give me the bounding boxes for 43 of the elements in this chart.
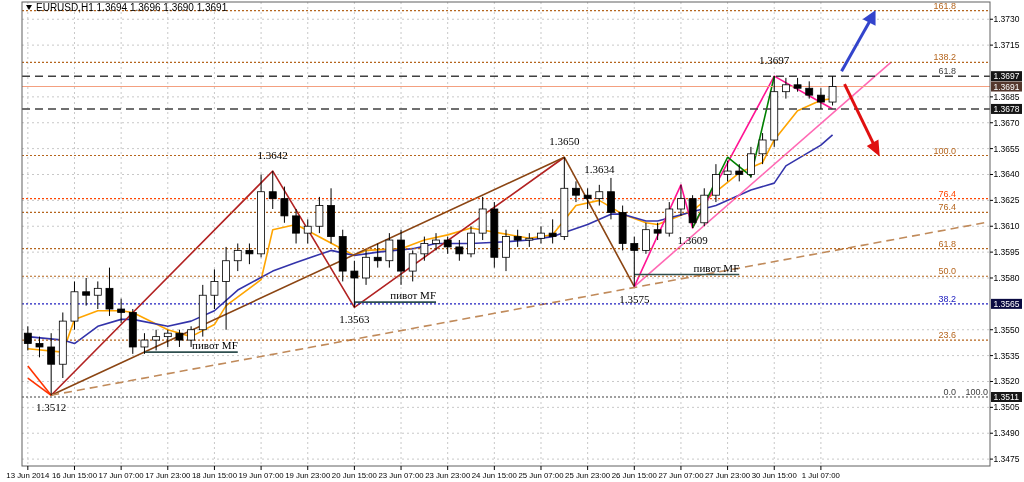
- annotation: 0.0: [943, 387, 956, 397]
- y-tick-label: 1.3550: [993, 324, 1020, 335]
- annotation: 100.0: [933, 145, 956, 156]
- annotation: пивот MF: [192, 339, 238, 352]
- y-tick-label: 1.3475: [993, 454, 1020, 465]
- y-tick-label: 1.3520: [993, 376, 1020, 387]
- annotation: 1.3563: [339, 313, 371, 326]
- ref-line-label: 1.3697: [993, 71, 1020, 82]
- annotation: 76.4: [938, 202, 956, 213]
- y-tick-label: 1.3580: [993, 272, 1020, 283]
- annotation: 1.3512: [36, 401, 67, 414]
- ref-line-label: 1.3678: [993, 103, 1020, 114]
- y-tick-label: 1.3625: [993, 195, 1020, 206]
- y-tick-label: 1.3640: [993, 169, 1020, 180]
- annotation: 61.8: [938, 66, 956, 77]
- annotation: 100.0: [965, 387, 988, 397]
- ref-line-label: 1.3565: [993, 298, 1020, 309]
- y-tick-label: 1.3535: [993, 350, 1020, 361]
- y-tick-label: 1.3715: [993, 40, 1020, 51]
- ref-line-label: 1.3511: [993, 392, 1020, 402]
- y-tick-label: 1.3655: [993, 143, 1020, 154]
- annotation: 76.4: [938, 188, 956, 199]
- y-tick-label: 1.3685: [993, 91, 1020, 102]
- y-tick-label: 1.3730: [993, 14, 1020, 25]
- annotation: 161.8: [933, 0, 956, 11]
- y-tick-label: 1.3610: [993, 221, 1020, 232]
- annotation: 1.3642: [257, 149, 288, 162]
- annotation: 50.0: [938, 266, 956, 277]
- annotation: 1.3650: [549, 135, 580, 148]
- annotation: 1.3575: [619, 292, 650, 305]
- annotation: 38.2: [938, 293, 956, 304]
- y-tick-label: 1.3595: [993, 247, 1020, 258]
- annotation: 138.2: [933, 52, 956, 63]
- y-tick-label: 1.3670: [993, 117, 1020, 128]
- annotation: 23.6: [938, 330, 956, 341]
- y-tick-label: 1.3505: [993, 402, 1020, 413]
- annotation: 61.8: [938, 238, 956, 249]
- y-tick-label: 1.3490: [993, 428, 1020, 439]
- chart-title: EURUSD,H1 1.3694 1.3696 1.3690 1.3691: [36, 2, 228, 13]
- ref-line-label: 1.3691: [993, 81, 1020, 92]
- annotation: 1.3634: [584, 162, 615, 175]
- annotation: 1.3697: [759, 54, 790, 67]
- annotation: пивот MF: [390, 289, 437, 302]
